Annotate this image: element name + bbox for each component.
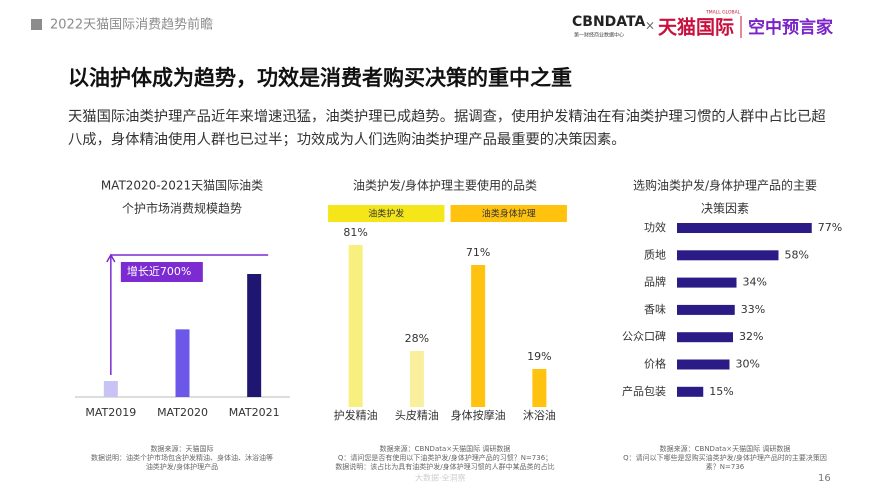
- bar: [677, 277, 737, 288]
- bar: [677, 332, 733, 343]
- watermark: 大数据·全洞察: [415, 473, 466, 483]
- chart-title: 油类护发/身体护理主要使用的品类: [353, 178, 537, 193]
- bar: [677, 250, 779, 261]
- group-box: [328, 205, 445, 222]
- y-tick-label: 香味: [644, 303, 666, 316]
- bar: [677, 223, 812, 233]
- group-label: 油类身体护理: [482, 208, 536, 220]
- footnote: Q：请问您是否有使用以下油类护发/身体护理产品的习惯？N=736；: [338, 453, 552, 462]
- footnote: 数据来源：CBNData×天猫国际 调研数据: [380, 444, 511, 453]
- footnote: 数据来源：天猫国际: [151, 444, 214, 453]
- bar: [103, 381, 118, 397]
- headline: 以油护体成为趋势，功效是消费者购买决策的重中之重: [68, 66, 572, 90]
- footnote: 数据说明：该占比为具有油类护发/身体护理习惯的人群中某品类的占比: [335, 462, 554, 471]
- value-label: 30%: [736, 358, 760, 371]
- logo-cbn-sub: 第一财经商业数据中心: [574, 32, 624, 39]
- chart-title: 选购油类护发/身体护理产品的主要: [633, 178, 817, 193]
- body-text: 天猫国际油类护理产品近年来增速迅猛，油类护理已成趋势。据调查，使用护发精油在有油…: [68, 109, 826, 148]
- bar: [677, 304, 735, 315]
- footnote: 油类护发/身体护理产品: [146, 462, 218, 471]
- bar: [348, 245, 363, 407]
- value-label: 81%: [343, 226, 367, 239]
- chart-title: 个护市场消费规模趋势: [122, 201, 242, 216]
- value-label: 15%: [709, 385, 733, 398]
- logo-cbn: CBNDATA: [572, 14, 645, 30]
- arrow-head: [106, 253, 116, 263]
- x-tick-label: 头皮精油: [395, 408, 439, 422]
- value-label: 77%: [818, 221, 842, 234]
- value-label: 19%: [527, 350, 551, 363]
- logo-tmall: 天猫国际: [658, 16, 734, 39]
- bar: [471, 265, 486, 407]
- section-marker: [31, 19, 42, 30]
- page-number: 16: [818, 473, 831, 484]
- value-label: 58%: [785, 248, 809, 261]
- footnote: 数据来源：CBNData×天猫国际 调研数据: [660, 444, 791, 453]
- x-tick-label: 身体按摩油: [451, 408, 506, 422]
- value-label: 71%: [466, 246, 490, 259]
- bar: [677, 386, 704, 397]
- group-box: [450, 205, 567, 222]
- annotation-box: [120, 262, 203, 282]
- y-tick-label: 功效: [644, 220, 666, 234]
- x-tick-label: MAT2019: [85, 406, 136, 419]
- logo-x: ×: [645, 19, 655, 33]
- x-tick-label: 护发精油: [334, 408, 378, 422]
- footnote: 数据说明：油类个护市场包含护发精油、身体油、沐浴油等: [91, 453, 273, 462]
- value-label: 28%: [405, 332, 429, 345]
- bar: [532, 369, 547, 407]
- x-tick-label: MAT2021: [229, 406, 280, 419]
- section-title: 2022天猫国际消费趋势前瞻: [50, 17, 213, 33]
- bar: [175, 329, 190, 397]
- bar: [677, 359, 730, 370]
- y-tick-label: 公众口碑: [622, 330, 666, 343]
- footnote: 素？N=736: [706, 462, 745, 471]
- y-tick-label: 价格: [644, 357, 666, 371]
- value-label: 34%: [743, 276, 767, 289]
- chart-title: MAT2020-2021天猫国际油类: [101, 179, 263, 193]
- x-tick-label: 沐浴油: [523, 408, 556, 422]
- y-tick-label: 品牌: [644, 275, 666, 289]
- y-tick-label: 质地: [644, 248, 666, 261]
- footnote: Q：请问以下哪些是您购买油类护发/身体护理产品时的主要决策因: [623, 453, 827, 462]
- y-tick-label: 产品包装: [622, 384, 666, 398]
- value-label: 33%: [741, 303, 765, 316]
- logo-partner: 空中预言家: [748, 17, 833, 38]
- bar: [409, 351, 424, 407]
- value-label: 32%: [739, 330, 763, 343]
- bar: [247, 274, 262, 397]
- annotation: 增长近700%: [127, 264, 191, 278]
- logo-tmall-sub: TMALL GLOBAL: [705, 10, 741, 16]
- x-tick-label: MAT2020: [157, 406, 208, 419]
- group-label: 油类护发: [368, 208, 404, 220]
- chart-title: 决策因素: [701, 202, 749, 216]
